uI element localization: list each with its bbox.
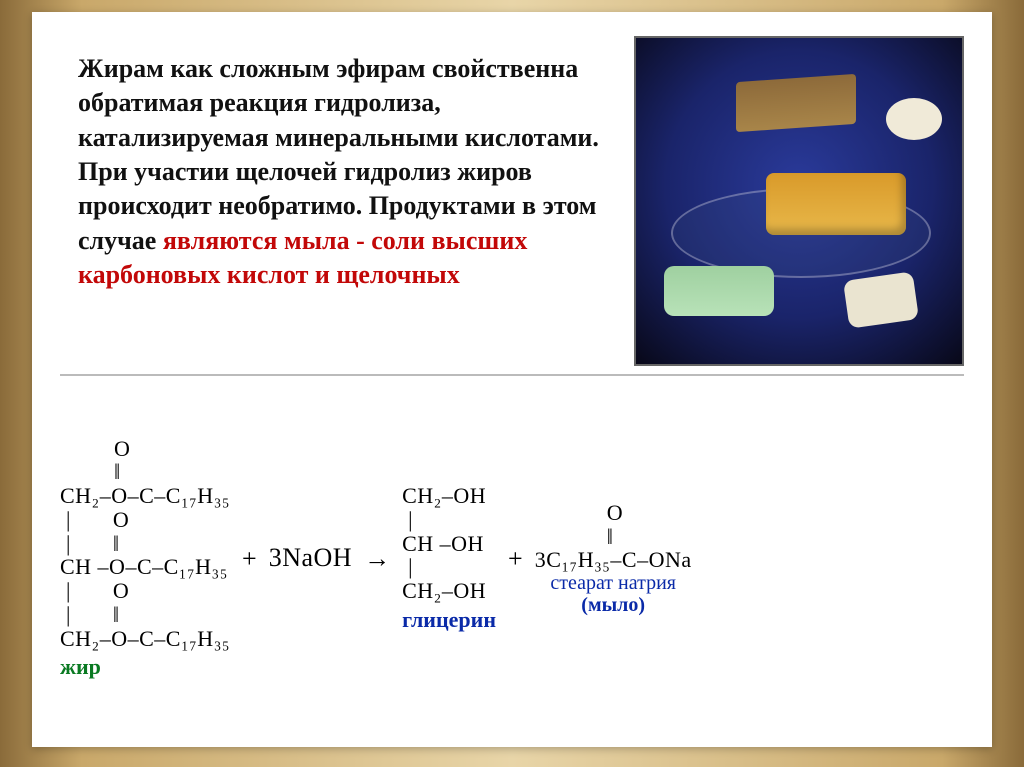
fat-l4: | O [60, 508, 129, 532]
soap-l3: 3C₁₇H₃₅–C–ONa [535, 548, 692, 572]
top-row: Жирам как сложным эфирам свойственна обр… [60, 36, 964, 366]
plus-1: + [234, 544, 265, 574]
paragraph-black: Жирам как сложным эфирам свойственна обр… [78, 54, 599, 255]
fat-l1: O [60, 437, 130, 461]
fat-l5: | ‖ [60, 532, 120, 556]
arrow: → [356, 544, 398, 574]
fat-l7: | O [60, 579, 129, 603]
soap-label-1: стеарат натрия [550, 572, 676, 594]
molecule-fat: O ‖ CH₂–O–C–C₁₇H₃₅ | O | ‖ CH –O–C–C₁₇H₃… [60, 437, 230, 681]
soap-oval-white [886, 98, 942, 140]
slide: Жирам как сложным эфирам свойственна обр… [32, 12, 992, 747]
soap-bar-orange [766, 173, 906, 235]
equation-row: O ‖ CH₂–O–C–C₁₇H₃₅ | O | ‖ CH –O–C–C₁₇H₃… [60, 437, 964, 681]
soap-label-2: (мыло) [581, 594, 645, 616]
soap-formula: O ‖ 3C₁₇H₃₅–C–ONa [535, 501, 692, 572]
main-paragraph: Жирам как сложным эфирам свойственна обр… [78, 52, 616, 292]
glycerol-label: глицерин [402, 607, 496, 633]
fat-l8: | ‖ [60, 603, 120, 627]
equation-area: O ‖ CH₂–O–C–C₁₇H₃₅ | O | ‖ CH –O–C–C₁₇H₃… [60, 374, 964, 735]
fat-label: жир [60, 654, 101, 680]
soap-bar-cream [843, 271, 919, 328]
soap-bar-green [664, 266, 774, 316]
gly-l1: CH₂–OH [402, 484, 486, 508]
fat-l9: CH₂–O–C–C₁₇H₃₅ [60, 627, 230, 651]
gly-l2: | [402, 508, 413, 532]
gly-l3: CH –OH [402, 532, 484, 556]
gly-l5: CH₂–OH [402, 579, 486, 603]
text-column: Жирам как сложным эфирам свойственна обр… [60, 36, 616, 366]
plus-2: + [500, 544, 531, 574]
soap-bar-brown [736, 74, 856, 132]
soap-l2: ‖ [535, 525, 614, 549]
gly-l4: | [402, 555, 413, 579]
soap-l1: O [535, 501, 623, 525]
fat-l3: CH₂–O–C–C₁₇H₃₅ [60, 484, 230, 508]
naoh: 3NaOH [269, 544, 352, 572]
soap-photo [634, 36, 964, 366]
fat-l6: CH –O–C–C₁₇H₃₅ [60, 555, 228, 579]
molecule-glycerol: CH₂–OH | CH –OH | CH₂–OH глицерин [402, 484, 496, 633]
molecule-soap: O ‖ 3C₁₇H₃₅–C–ONa стеарат натрия (мыло) [535, 501, 692, 616]
fat-l2: ‖ [60, 460, 121, 484]
